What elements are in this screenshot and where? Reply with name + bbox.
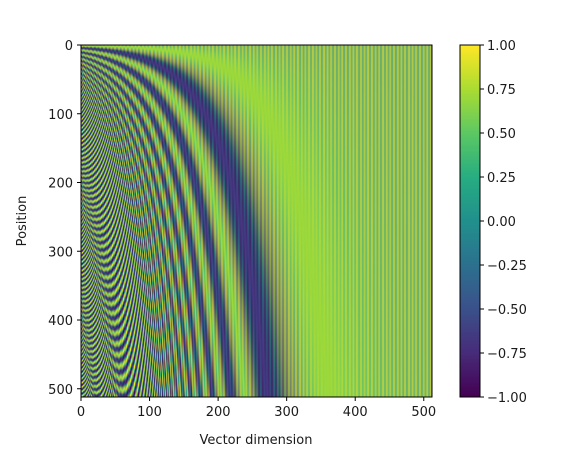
y-axis: 0 100 200 300 400 500 xyxy=(48,39,81,398)
x-axis: 0 100 200 300 400 500 xyxy=(77,397,436,420)
x-tick-label: 400 xyxy=(343,405,368,420)
x-tick-label: 200 xyxy=(206,405,231,420)
x-tick-label: 100 xyxy=(137,405,162,420)
colorbar-tick-label: 0.00 xyxy=(487,215,516,230)
y-tick-label: 0 xyxy=(65,39,73,54)
colorbar-ticks: 1.00 0.75 0.50 0.25 0.00 −0.25 −0.50 −0.75 −1.00 xyxy=(480,39,527,406)
colorbar-tick-label: 1.00 xyxy=(487,39,516,54)
heatmap-canvas xyxy=(81,45,432,397)
x-tick-label: 300 xyxy=(274,405,299,420)
colorbar-tick-label: −0.75 xyxy=(487,347,527,362)
heatmap-plot xyxy=(80,44,433,398)
y-tick-label: 500 xyxy=(48,383,73,398)
y-tick-label: 200 xyxy=(48,177,73,192)
colorbar-tick-label: 0.75 xyxy=(487,83,516,98)
x-tick-label: 0 xyxy=(77,405,85,420)
plot-frame xyxy=(80,44,433,398)
y-tick-label: 400 xyxy=(48,314,73,329)
colorbar-tick-label: −0.25 xyxy=(487,259,527,274)
colorbar-tick-label: −1.00 xyxy=(487,391,527,406)
colorbar-tick-label: −0.50 xyxy=(487,303,527,318)
y-tick-label: 100 xyxy=(48,108,73,123)
y-tick-label: 300 xyxy=(48,245,73,260)
x-axis-label: Vector dimension xyxy=(200,433,313,448)
colorbar-tick-label: 0.50 xyxy=(487,127,516,142)
y-axis-label: Position xyxy=(15,196,30,247)
colorbar: 1.00 0.75 0.50 0.25 0.00 −0.25 −0.50 −0.75 −1.00 xyxy=(459,39,527,406)
colorbar-tick-label: 0.25 xyxy=(487,171,516,186)
x-tick-label: 500 xyxy=(411,405,436,420)
colorbar-gradient xyxy=(460,45,480,397)
